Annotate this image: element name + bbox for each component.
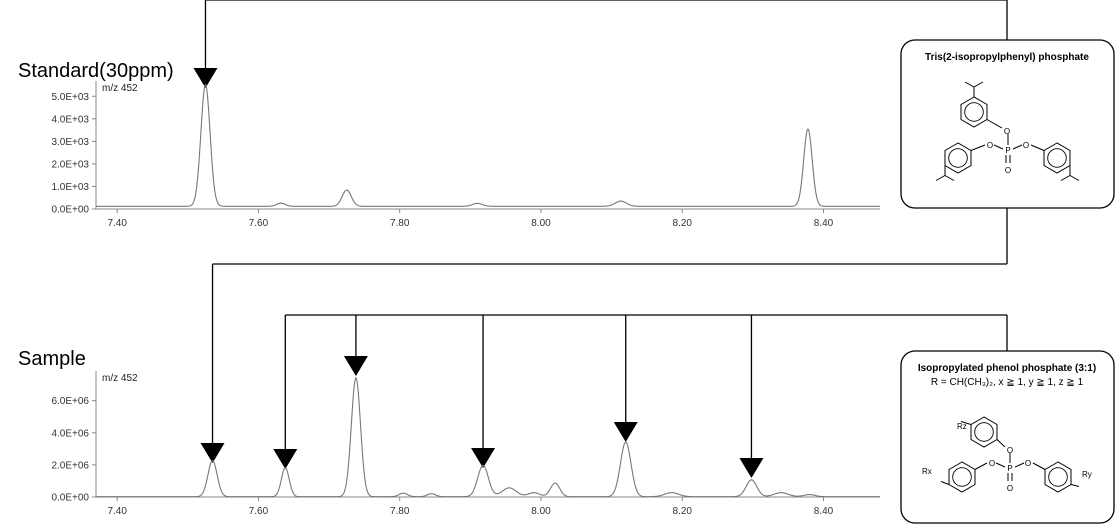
sample-structure-subtitle: R = CH(CH₃)₂, x ≧ 1, y ≧ 1, z ≧ 1 xyxy=(931,377,1084,388)
structure-box-frame xyxy=(900,350,1115,524)
rz-substituent: Rz xyxy=(957,422,967,431)
benzene-ring xyxy=(960,96,988,128)
y-tick-label: 4.0E+03 xyxy=(51,114,89,125)
bond xyxy=(995,462,1006,468)
peak-arrow xyxy=(613,422,638,442)
y-tick-label: 3.0E+03 xyxy=(51,137,89,148)
standard-structure-title: Tris(2-isopropylphenyl) phosphate xyxy=(925,52,1089,63)
x-tick-label: 7.80 xyxy=(390,218,410,229)
aromatic-circle xyxy=(948,148,968,168)
bond xyxy=(1030,144,1045,151)
peak-arrow xyxy=(739,458,764,478)
sample-structure-box: Isopropylated phenol phosphate (3:1) R =… xyxy=(900,350,1115,524)
aromatic-circle xyxy=(952,467,972,487)
bond xyxy=(1014,462,1025,468)
bond xyxy=(1069,175,1080,181)
y-tick-label: 1.0E+03 xyxy=(51,182,89,193)
aromatic-circle xyxy=(964,102,984,122)
x-tick-label: 7.40 xyxy=(107,218,127,229)
x-tick-label: 7.60 xyxy=(249,218,269,229)
oxygen-atom: O xyxy=(1007,446,1013,455)
y-tick-label: 6.0E+06 xyxy=(51,396,89,407)
sample-title: Sample xyxy=(18,348,86,370)
bond xyxy=(1012,144,1023,150)
chromatogram-trace xyxy=(96,376,880,498)
oxygen-atom: O xyxy=(989,459,995,468)
y-tick-label: 2.0E+03 xyxy=(51,159,89,170)
oxygen-atom: O xyxy=(1004,127,1010,136)
y-tick-label: 0.0E+00 xyxy=(51,493,89,504)
oxygen-atom: O xyxy=(987,141,993,150)
bond xyxy=(964,81,975,88)
standard-title: Standard(30ppm) xyxy=(18,60,174,82)
x-tick-label: 8.00 xyxy=(531,506,551,517)
peak-arrow xyxy=(200,443,225,463)
connector-lines xyxy=(193,0,1008,478)
structure-box-frame xyxy=(900,39,1115,209)
aromatic-circle xyxy=(974,422,994,442)
bond xyxy=(944,175,955,181)
bond xyxy=(1032,462,1046,470)
x-tick-label: 8.40 xyxy=(814,218,834,229)
bond xyxy=(1070,484,1080,487)
bond xyxy=(935,175,946,181)
oxygen-atom: O xyxy=(1025,459,1031,468)
x-tick-label: 8.40 xyxy=(814,506,834,517)
phosphorus-atom: P xyxy=(1005,146,1010,155)
rx-substituent: Rx xyxy=(922,467,932,476)
oxygen-atom: O xyxy=(1007,484,1013,493)
mz-annotation: m/z 452 xyxy=(102,373,138,384)
phosphorus-atom: P xyxy=(1007,464,1012,473)
ry-substituent: Ry xyxy=(1082,470,1092,479)
bond xyxy=(974,462,988,470)
y-tick-label: 2.0E+06 xyxy=(51,460,89,471)
oxygen-atom: O xyxy=(1023,141,1029,150)
sample-structure-title: Isopropylated phenol phosphate (3:1) xyxy=(918,363,1096,374)
standard-structure-box: Tris(2-isopropylphenyl) phosphate O P O O O xyxy=(900,39,1115,209)
bond xyxy=(960,421,972,425)
peak-arrow xyxy=(343,356,368,376)
bond xyxy=(996,439,1006,448)
x-tick-label: 7.40 xyxy=(107,506,127,517)
bond xyxy=(973,81,984,88)
peak-arrow xyxy=(471,448,496,468)
y-tick-label: 0.0E+00 xyxy=(51,205,89,216)
x-tick-label: 8.00 xyxy=(531,218,551,229)
chromatogram-trace xyxy=(96,84,880,207)
standard-chromatogram: 0.0E+00 1.0E+03 2.0E+03 3.0E+03 4.0E+03 5.0E+… xyxy=(51,81,880,229)
sample-chromatogram: 0.0E+00 2.0E+06 4.0E+06 6.0E+06 7.40 7.60 7.80… xyxy=(51,371,880,517)
bond xyxy=(940,481,950,485)
bond xyxy=(1060,175,1071,181)
bond xyxy=(986,119,1003,129)
x-tick-label: 8.20 xyxy=(672,506,692,517)
aromatic-circle xyxy=(1048,467,1068,487)
bond xyxy=(993,144,1004,150)
x-tick-label: 7.80 xyxy=(390,506,410,517)
mz-annotation: m/z 452 xyxy=(102,83,138,94)
y-tick-label: 4.0E+06 xyxy=(51,428,89,439)
peak-arrow xyxy=(193,68,218,88)
oxygen-atom: O xyxy=(1005,166,1011,175)
bond xyxy=(970,144,986,151)
peak-arrow xyxy=(273,449,298,469)
x-tick-label: 8.20 xyxy=(672,218,692,229)
x-tick-label: 7.60 xyxy=(249,506,269,517)
aromatic-circle xyxy=(1047,148,1067,168)
tris-isopropylphenyl-phosphate-structure: O P O O O xyxy=(935,81,1080,181)
y-tick-label: 5.0E+03 xyxy=(51,92,89,103)
